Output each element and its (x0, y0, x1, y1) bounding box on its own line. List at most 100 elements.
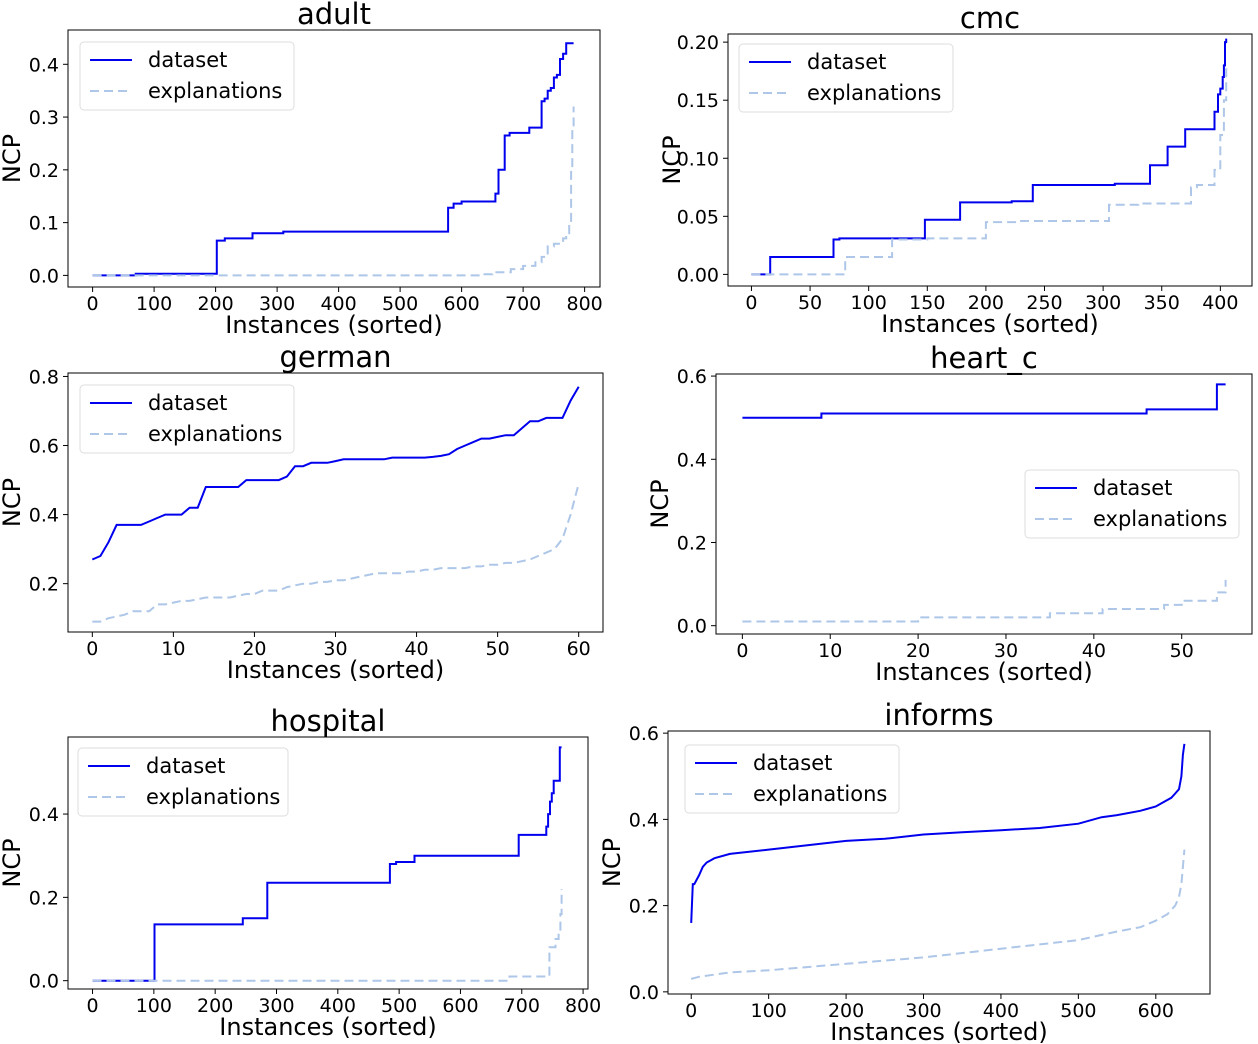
x-tick-label: 200 (828, 1000, 864, 1022)
y-tick-label: 0.0 (29, 971, 59, 993)
y-tick-label: 0.4 (29, 505, 59, 527)
y-axis-label: NCP (0, 838, 26, 887)
y-tick-label: 0.1 (29, 213, 59, 235)
x-tick-label: 600 (443, 293, 479, 315)
y-tick-label: 0.6 (629, 723, 659, 745)
x-tick-label: 20 (242, 638, 266, 660)
legend-label-explanations: explanations (1093, 507, 1227, 531)
y-tick-label: 0.2 (29, 887, 59, 909)
y-tick-label: 0.00 (677, 264, 719, 286)
x-tick-label: 50 (798, 292, 822, 314)
series-line-explanations (751, 65, 1228, 276)
series-line-explanations (92, 106, 575, 277)
x-tick-label: 200 (197, 995, 233, 1017)
axes-frame (67, 29, 601, 288)
series-line-dataset (742, 383, 1226, 419)
y-axis-label: NCP (0, 478, 26, 527)
y-tick-label: 0.10 (677, 148, 719, 170)
axes-frame (67, 736, 589, 990)
legend: dataset explanations (77, 747, 289, 817)
y-tick-label: 0.3 (29, 107, 59, 129)
series-line-dataset (92, 42, 574, 277)
x-tick-label: 0 (86, 995, 98, 1017)
y-tick-label: 0.20 (677, 32, 719, 54)
panel-german: 0 10 20 30 40 50 60 0.2 0.4 0.6 0.8 german Instances… (0, 340, 604, 684)
x-tick-label: 700 (504, 995, 540, 1017)
legend-label-explanations: explanations (146, 785, 280, 809)
y-tick-label: 0.4 (677, 449, 707, 471)
chart-title: hospital (271, 704, 386, 738)
x-tick-label: 600 (442, 995, 478, 1017)
x-tick-label: 30 (323, 638, 347, 660)
chart-title: heart_c (930, 341, 1038, 375)
x-tick-label: 300 (259, 293, 295, 315)
x-tick-label: 10 (818, 640, 842, 662)
panel-cmc: 0 50 100 150 200 250 300 350 400 0.00 0.05 0.10 0.15… (658, 1, 1253, 338)
x-tick-label: 800 (566, 293, 602, 315)
series-line-dataset (91, 386, 580, 561)
x-tick-label: 0 (87, 293, 99, 315)
x-tick-label: 0 (86, 638, 98, 660)
series-line-explanations (92, 889, 563, 982)
series-line-explanations (92, 483, 580, 623)
x-tick-label: 0 (745, 292, 757, 314)
x-tick-label: 0 (736, 640, 748, 662)
axes-frame (667, 730, 1211, 995)
legend-label-explanations: explanations (807, 81, 941, 105)
x-tick-label: 500 (381, 995, 417, 1017)
x-tick-label: 300 (905, 1000, 941, 1022)
x-tick-label: 150 (909, 292, 945, 314)
x-tick-label: 60 (567, 638, 591, 660)
y-tick-label: 0.05 (677, 206, 719, 228)
y-axis-label: NCP (658, 135, 686, 184)
legend-label-dataset: dataset (1093, 476, 1172, 500)
y-tick-label: 0.2 (629, 896, 659, 918)
legend: dataset explanations (79, 384, 295, 454)
x-tick-label: 600 (1138, 1000, 1174, 1022)
x-tick-label: 200 (197, 293, 233, 315)
y-tick-label: 0.2 (29, 574, 59, 596)
legend-label-dataset: dataset (146, 754, 225, 778)
legend-label-explanations: explanations (148, 422, 282, 446)
chart-title: cmc (960, 1, 1020, 35)
legend-label-dataset: dataset (148, 391, 227, 415)
x-tick-label: 500 (382, 293, 418, 315)
x-tick-label: 700 (505, 293, 541, 315)
y-axis-label: NCP (0, 134, 26, 183)
panel-adult: 0 100 200 300 400 500 600 700 800 0.0 0.1 0.2 0.3 0.4… (0, 0, 603, 339)
x-tick-label: 10 (161, 638, 185, 660)
x-tick-label: 30 (994, 640, 1018, 662)
legend-label-explanations: explanations (148, 79, 282, 103)
x-tick-label: 400 (983, 1000, 1019, 1022)
x-tick-label: 50 (486, 638, 510, 660)
y-tick-label: 0.6 (677, 366, 707, 388)
x-tick-label: 300 (1085, 292, 1121, 314)
chart-title: adult (297, 0, 371, 31)
series-line-dataset (751, 38, 1228, 276)
y-tick-label: 0.4 (29, 54, 59, 76)
y-tick-label: 0.2 (29, 160, 59, 182)
x-tick-label: 40 (1082, 640, 1106, 662)
x-tick-label: 20 (906, 640, 930, 662)
y-tick-label: 0.2 (677, 532, 707, 554)
chart-title: informs (884, 698, 993, 732)
x-tick-label: 100 (851, 292, 887, 314)
y-tick-label: 0.15 (677, 90, 719, 112)
x-axis-label: Instances (sorted) (881, 310, 1098, 338)
axes-frame (727, 33, 1253, 287)
y-tick-label: 0.0 (629, 982, 659, 1004)
x-axis-label: Instances (sorted) (219, 1013, 436, 1041)
y-tick-label: 0.4 (29, 804, 59, 826)
x-tick-label: 50 (1170, 640, 1194, 662)
legend-label-explanations: explanations (753, 782, 887, 806)
y-axis-label: NCP (598, 838, 626, 887)
x-axis-label: Instances (sorted) (227, 656, 444, 684)
series-line-explanations (742, 579, 1227, 623)
legend-label-dataset: dataset (753, 751, 832, 775)
y-axis-label: NCP (646, 479, 674, 528)
x-tick-label: 400 (320, 995, 356, 1017)
series-line-dataset (690, 743, 1186, 923)
x-tick-label: 250 (1026, 292, 1062, 314)
x-tick-label: 800 (565, 995, 601, 1017)
